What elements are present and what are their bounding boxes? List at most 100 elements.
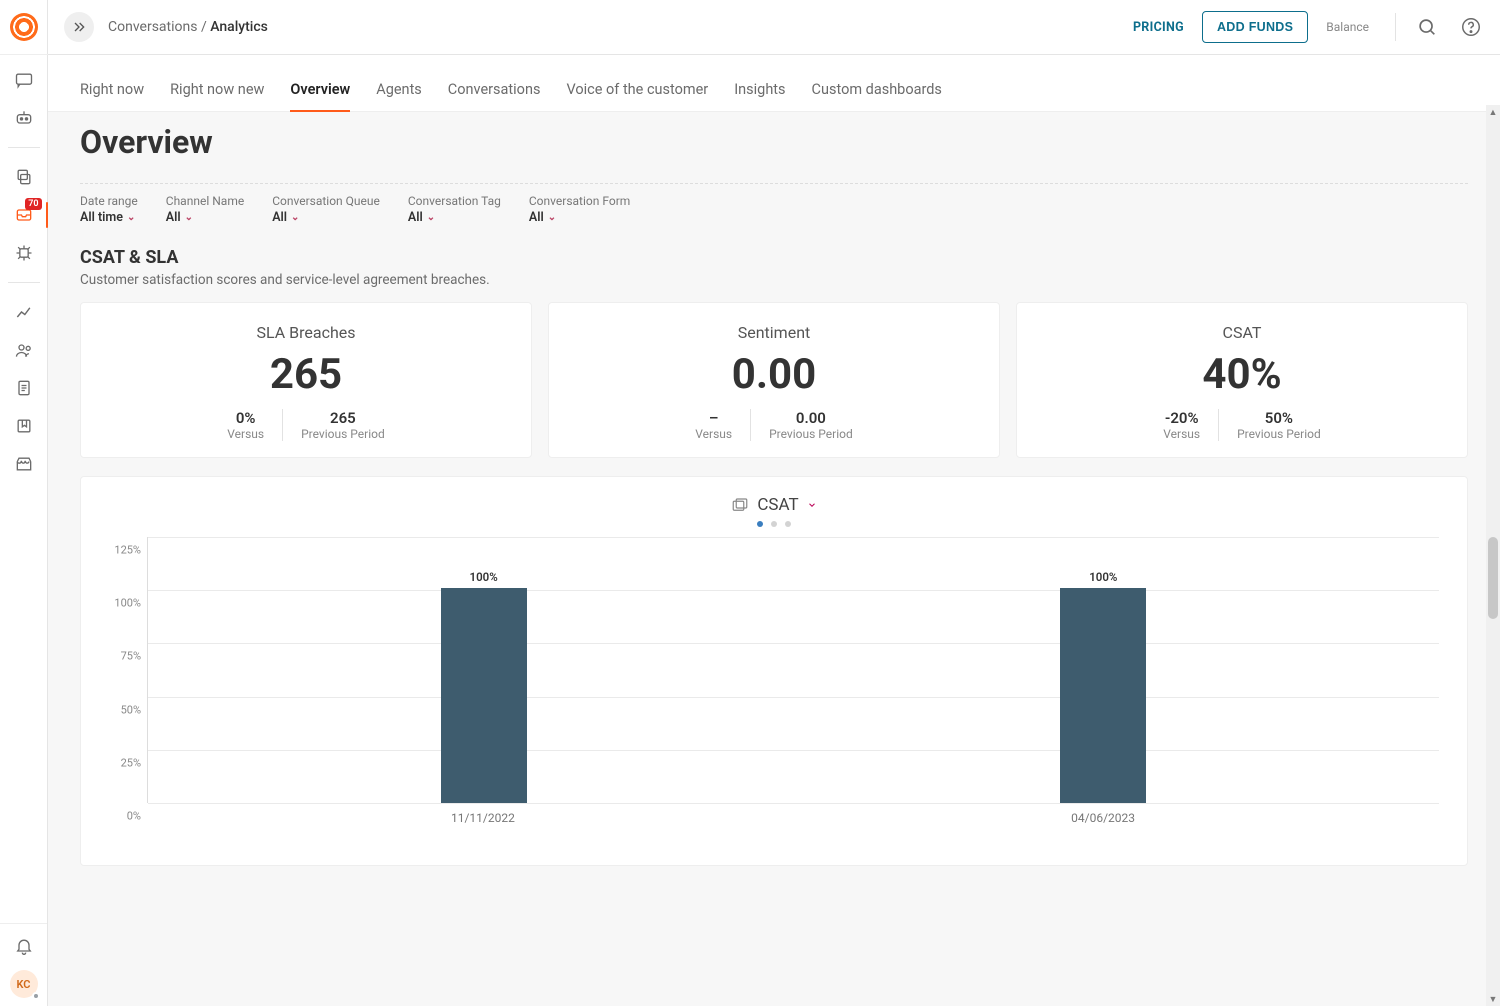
nav-badge: 70 [25, 198, 41, 210]
pager-dot[interactable] [757, 521, 763, 527]
chart-bar[interactable]: 100% [1060, 570, 1146, 803]
nav-separator [8, 282, 40, 283]
metric-versus-label: Versus [695, 427, 732, 441]
chart-plot: 100% 100% [147, 537, 1439, 803]
bar-rect [441, 588, 527, 803]
grid-line [148, 537, 1439, 538]
metric-title: SLA Breaches [91, 323, 521, 342]
left-sidebar: 70 [0, 0, 48, 1006]
nav-inbox-icon[interactable]: 70 [0, 196, 48, 234]
grid-line [148, 697, 1439, 698]
filter-conversation-form[interactable]: Conversation FormAll ⌄ [529, 194, 630, 225]
chart-pager[interactable] [757, 521, 791, 527]
y-tick-label: 50% [121, 703, 141, 716]
metric-versus: 0% [227, 409, 264, 427]
nav-people-icon[interactable] [0, 331, 48, 369]
nav-group-2: 70 [0, 152, 47, 278]
chart-name-row[interactable]: CSAT [731, 495, 816, 515]
grid-line [148, 590, 1439, 591]
nav-copy-icon[interactable] [0, 158, 48, 196]
filter-label: Conversation Tag [408, 194, 501, 208]
filter-conversation-queue[interactable]: Conversation QueueAll ⌄ [272, 194, 380, 225]
filter-value: All time ⌄ [80, 210, 138, 225]
grid-line [148, 750, 1439, 751]
search-icon [1416, 16, 1438, 38]
nav-bookmark-icon[interactable] [0, 407, 48, 445]
metric-prev-label: Previous Period [769, 427, 853, 441]
section-subtitle: Customer satisfaction scores and service… [80, 272, 1468, 288]
filter-value: All ⌄ [408, 210, 501, 225]
main-column: Conversations / Analytics PRICING ADD FU… [48, 0, 1500, 1006]
scrollbar-thumb[interactable] [1488, 537, 1498, 618]
chevron-down-icon [807, 500, 817, 510]
metric-title: CSAT [1027, 323, 1457, 342]
metric-prev-label: Previous Period [301, 427, 385, 441]
bar-rect [1060, 588, 1146, 803]
metric-value: 0.00 [559, 350, 989, 399]
avatar-initials: KC [17, 978, 31, 991]
section-title: CSAT & SLA [80, 247, 1468, 268]
user-avatar[interactable]: KC [10, 970, 38, 998]
logo-wrap[interactable] [0, 0, 48, 55]
metric-prev-label: Previous Period [1237, 427, 1321, 441]
search-button[interactable] [1414, 14, 1440, 40]
metric-compare: 0%Versus 265Previous Period [91, 409, 521, 441]
nav-analytics-icon[interactable] [0, 293, 48, 331]
filters-row: Date rangeAll time ⌄Channel NameAll ⌄Con… [80, 183, 1468, 239]
nav-chat-icon[interactable] [0, 61, 48, 99]
scroll-area[interactable]: Overview Date rangeAll time ⌄Channel Nam… [48, 105, 1486, 1006]
add-funds-button[interactable]: ADD FUNDS [1202, 11, 1308, 43]
breadcrumb-sep: / [197, 19, 210, 35]
filter-label: Date range [80, 194, 138, 208]
filter-value: All ⌄ [529, 210, 630, 225]
metric-versus-label: Versus [227, 427, 264, 441]
bar-value-label: 100% [470, 570, 498, 584]
expand-sidebar-button[interactable] [64, 12, 94, 42]
filter-value: All ⌄ [166, 210, 244, 225]
scrollbar-track[interactable]: ▲ ▼ [1486, 105, 1500, 1006]
content-area: Right nowRight now newOverviewAgentsConv… [48, 55, 1500, 1006]
filter-label: Channel Name [166, 194, 244, 208]
chart-name-text: CSAT [757, 495, 798, 515]
x-tick-label: 04/06/2023 [1071, 811, 1135, 825]
breadcrumb-current: Analytics [210, 19, 268, 35]
filter-date-range[interactable]: Date range All time ⌄ [80, 194, 138, 225]
nav-bell-icon[interactable] [0, 932, 48, 960]
tabs-row: Right nowRight now newOverviewAgentsConv… [48, 55, 1500, 112]
nav-bot-icon[interactable] [0, 99, 48, 137]
help-button[interactable] [1458, 14, 1484, 40]
bar-value-label: 100% [1089, 570, 1117, 584]
metric-prev: 0.00 [769, 409, 853, 427]
stack-icon [731, 496, 749, 514]
sidebar-bottom: KC [0, 923, 47, 1006]
brand-logo-icon [10, 13, 38, 41]
balance-label: Balance [1326, 20, 1369, 34]
presence-dot-icon [32, 992, 40, 1000]
pager-dot[interactable] [785, 521, 791, 527]
nav-group-1 [0, 55, 47, 143]
balance-block: Balance [1326, 20, 1377, 34]
chart-card: CSAT 0%25%50%75%100%125% 100%100% 11/11/… [80, 476, 1468, 866]
nav-store-icon[interactable] [0, 445, 48, 483]
pager-dot[interactable] [771, 521, 777, 527]
breadcrumb-parent[interactable]: Conversations [108, 19, 197, 35]
sidebar-top: 70 [0, 0, 47, 489]
pricing-link[interactable]: PRICING [1133, 20, 1184, 35]
scrollbar-down-arrow-icon[interactable]: ▼ [1486, 992, 1500, 1006]
metric-versus: -20% [1163, 409, 1200, 427]
metric-versus-label: Versus [1163, 427, 1200, 441]
header-divider [1395, 13, 1396, 41]
y-tick-label: 100% [114, 597, 141, 610]
header-right: PRICING ADD FUNDS Balance [1133, 11, 1484, 43]
filter-conversation-tag[interactable]: Conversation Tag All ⌄ [408, 194, 501, 225]
metric-cards: SLA Breaches 2650%Versus 265Previous Perio… [80, 302, 1468, 458]
metric-compare: -20%Versus50%Previous Period [1027, 409, 1457, 441]
metric-prev: 265 [301, 409, 385, 427]
filter-channel-name[interactable]: Channel Name All ⌄ [166, 194, 244, 225]
scrollbar-up-arrow-icon[interactable]: ▲ [1486, 105, 1500, 119]
chart-bar[interactable]: 100% [441, 570, 527, 803]
nav-processor-icon[interactable] [0, 234, 48, 272]
y-tick-label: 0% [127, 810, 141, 823]
metric-compare: –Versus0.00Previous Period [559, 409, 989, 441]
nav-doc-icon[interactable] [0, 369, 48, 407]
